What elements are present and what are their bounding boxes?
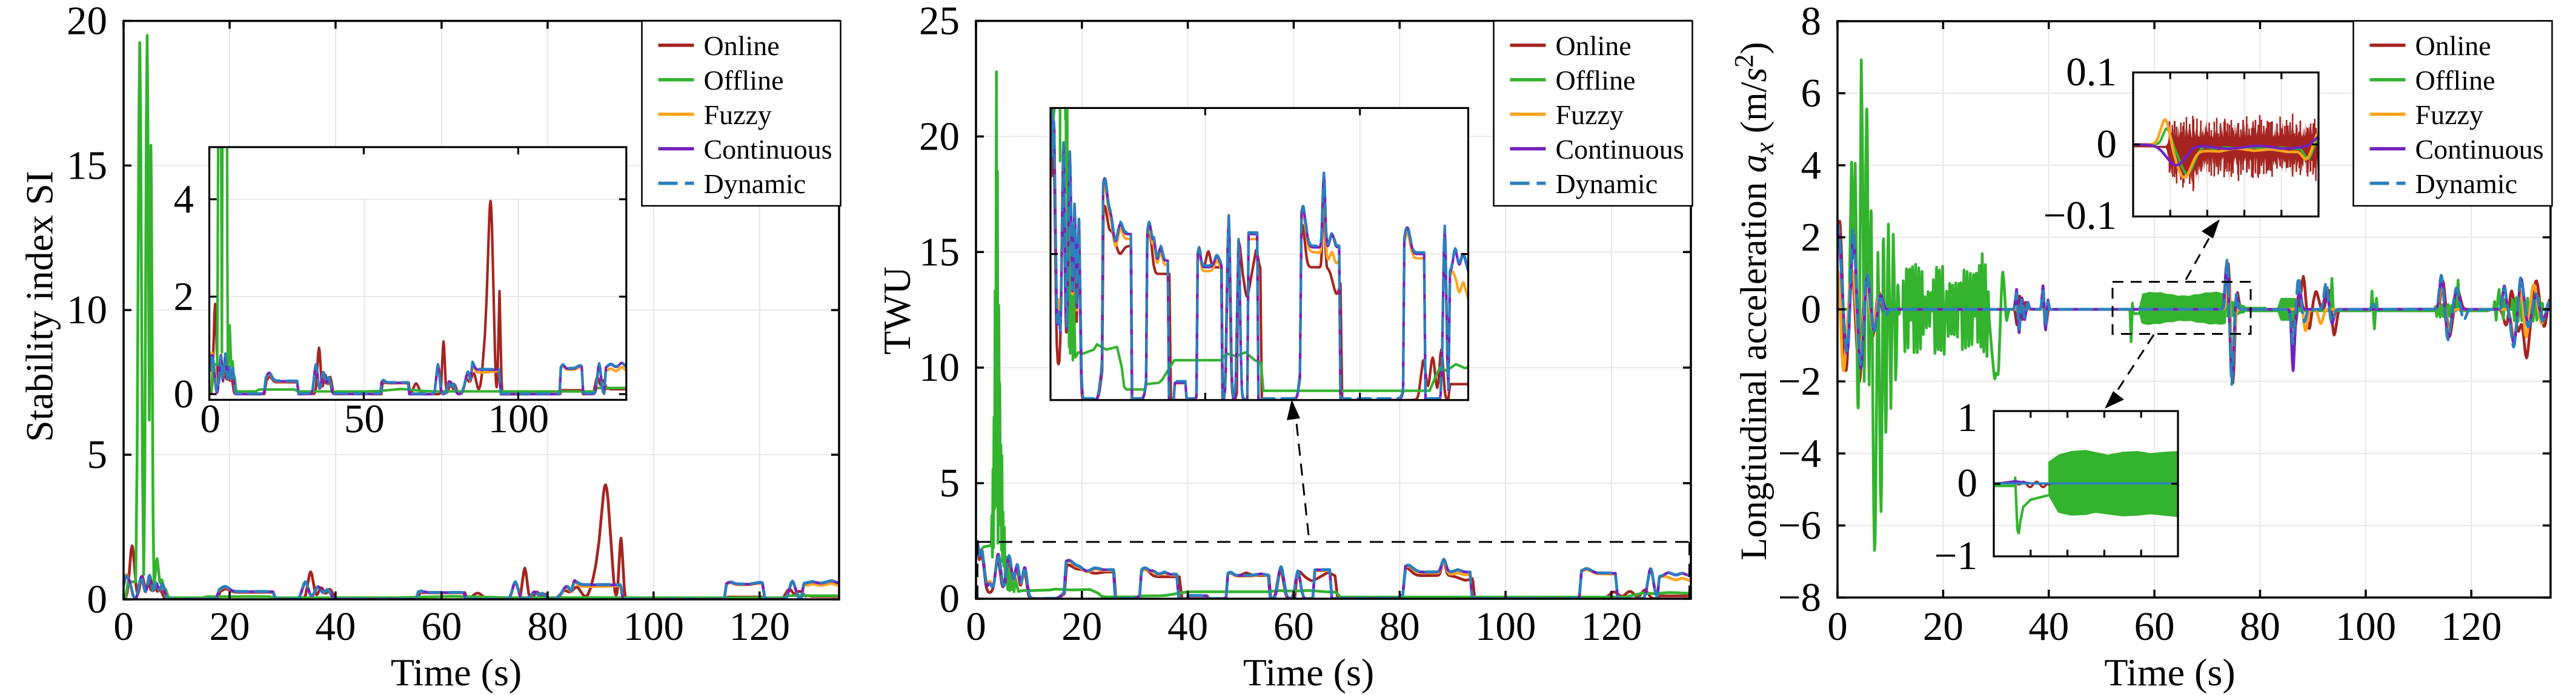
svg-text:Dynamic: Dynamic (2415, 168, 2518, 199)
svg-text:20: 20 (919, 114, 960, 159)
svg-text:Dynamic: Dynamic (1556, 168, 1658, 199)
svg-text:TWU: TWU (875, 266, 918, 355)
svg-text:80: 80 (2240, 604, 2280, 649)
svg-text:100: 100 (2335, 604, 2397, 649)
svg-text:20: 20 (1061, 604, 1102, 649)
svg-text:120: 120 (1581, 604, 1642, 649)
svg-text:0: 0 (940, 576, 960, 621)
svg-text:8: 8 (1801, 0, 1822, 44)
svg-text:Offline: Offline (1556, 65, 1636, 96)
svg-text:4: 4 (1801, 143, 1822, 188)
svg-text:20: 20 (210, 604, 250, 649)
svg-text:15: 15 (67, 143, 107, 188)
svg-text:10: 10 (67, 288, 107, 332)
svg-text:100: 100 (623, 604, 685, 649)
svg-text:120: 120 (2441, 604, 2502, 649)
svg-text:0: 0 (2097, 122, 2117, 166)
svg-text:0: 0 (87, 577, 108, 622)
svg-text:0.1: 0.1 (2066, 50, 2117, 94)
svg-text:60: 60 (421, 604, 462, 649)
svg-text:25: 25 (919, 0, 960, 44)
svg-text:0: 0 (174, 372, 194, 417)
svg-text:Continuous: Continuous (1556, 134, 1684, 165)
svg-text:0: 0 (1801, 287, 1822, 332)
svg-text:50: 50 (344, 397, 385, 441)
svg-text:−6: −6 (1778, 503, 1821, 548)
svg-text:Dynamic: Dynamic (704, 168, 806, 199)
svg-text:40: 40 (1167, 604, 1208, 649)
svg-text:Continuous: Continuous (704, 134, 832, 165)
svg-text:6: 6 (1801, 71, 1822, 116)
svg-text:10: 10 (919, 345, 960, 390)
svg-text:Fuzzy: Fuzzy (1556, 99, 1624, 130)
svg-text:40: 40 (2028, 604, 2069, 649)
svg-text:2: 2 (174, 274, 194, 319)
svg-text:Time (s): Time (s) (391, 651, 522, 694)
svg-text:60: 60 (1273, 604, 1314, 649)
svg-text:20: 20 (1923, 604, 1964, 649)
svg-text:0: 0 (1957, 461, 1978, 506)
svg-text:Fuzzy: Fuzzy (2415, 99, 2483, 130)
svg-text:Fuzzy: Fuzzy (704, 99, 772, 130)
svg-text:Offline: Offline (704, 65, 784, 96)
svg-text:5: 5 (87, 432, 108, 477)
svg-text:0: 0 (1827, 604, 1848, 649)
svg-text:Online: Online (2415, 30, 2491, 61)
svg-text:Stability index SI: Stability index SI (18, 171, 61, 442)
svg-text:80: 80 (527, 604, 568, 649)
svg-text:0: 0 (113, 604, 134, 649)
svg-text:2: 2 (1801, 215, 1822, 260)
svg-text:−4: −4 (1778, 431, 1821, 476)
svg-text:−2: −2 (1778, 359, 1821, 404)
svg-text:100: 100 (488, 397, 549, 441)
svg-text:5: 5 (940, 461, 960, 506)
svg-text:15: 15 (919, 229, 960, 274)
svg-text:Continuous: Continuous (2415, 134, 2544, 165)
svg-text:80: 80 (1379, 604, 1420, 649)
svg-text:Time (s): Time (s) (2104, 651, 2235, 694)
svg-text:Online: Online (1556, 30, 1632, 61)
svg-text:Time (s): Time (s) (1243, 651, 1374, 694)
svg-text:−1: −1 (1934, 533, 1977, 578)
svg-text:60: 60 (2134, 604, 2175, 649)
svg-text:−8: −8 (1778, 575, 1821, 620)
svg-text:Longtiudinal acceleration ax (: Longtiudinal acceleration ax (m/s2) (1729, 42, 1779, 560)
svg-text:0: 0 (200, 397, 221, 441)
svg-text:40: 40 (315, 604, 356, 649)
svg-text:20: 20 (67, 0, 107, 44)
svg-text:1: 1 (1957, 395, 1978, 440)
svg-text:Online: Online (704, 30, 780, 61)
svg-text:Offline: Offline (2415, 65, 2495, 96)
svg-text:0: 0 (966, 604, 986, 649)
svg-text:4: 4 (174, 177, 194, 222)
svg-text:120: 120 (729, 604, 791, 649)
svg-text:100: 100 (1475, 604, 1536, 649)
svg-text:−0.1: −0.1 (2043, 193, 2117, 238)
